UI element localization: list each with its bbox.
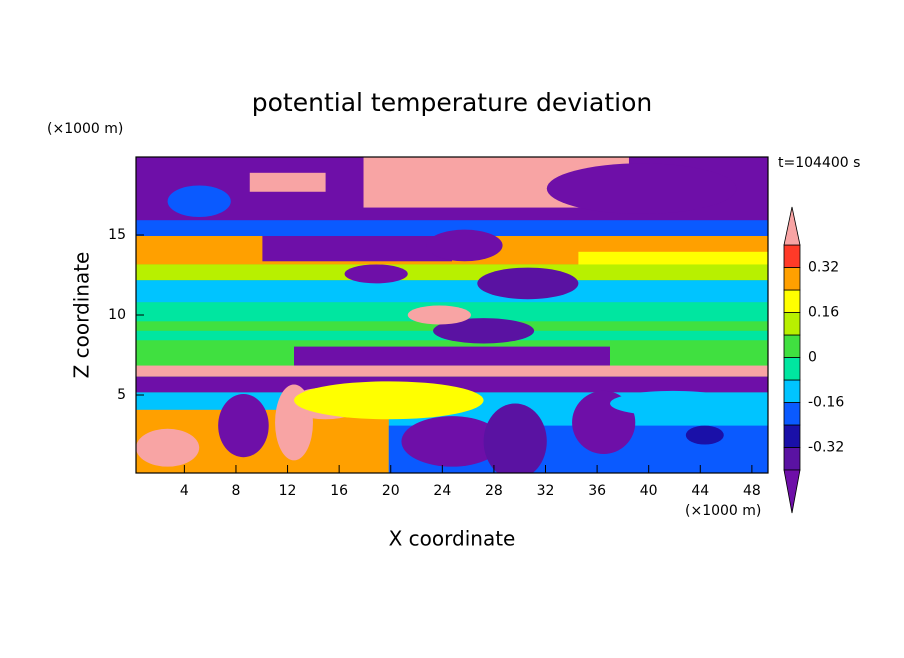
colorbar-box — [783, 334, 801, 358]
field-region — [578, 251, 768, 268]
field-blob — [426, 229, 503, 262]
colorbar-box — [783, 289, 801, 313]
x-axis-label: X coordinate — [389, 527, 516, 551]
field-region — [136, 280, 768, 303]
x-tick-label: 24 — [433, 483, 451, 499]
y-tick-label: 15 — [108, 227, 126, 243]
colorbar-box — [783, 402, 801, 426]
x-tick-label: 40 — [640, 483, 658, 499]
x-tick-label: 48 — [743, 483, 761, 499]
colorbar-label: 0 — [808, 350, 817, 366]
field-region — [262, 236, 452, 262]
x-tick-label: 16 — [330, 483, 348, 499]
contour-field — [136, 157, 768, 473]
colorbar-box — [783, 267, 801, 291]
colorbar-under — [783, 469, 801, 514]
field-blob — [483, 403, 547, 473]
field-region — [136, 264, 768, 281]
x-tick-label: 20 — [382, 483, 400, 499]
field-region — [136, 365, 768, 377]
y-tick-label: 5 — [117, 387, 126, 403]
field-blob — [344, 264, 408, 284]
y-unit: (×1000 m) — [47, 121, 123, 137]
field-blob — [685, 425, 724, 445]
x-tick-label: 32 — [537, 483, 555, 499]
field-blob — [167, 185, 231, 218]
chart-title: potential temperature deviation — [252, 88, 652, 117]
colorbar-box — [783, 447, 801, 471]
field-blob — [218, 394, 269, 458]
field-region — [249, 172, 326, 192]
x-tick-label: 36 — [588, 483, 606, 499]
x-tick-label: 4 — [180, 483, 189, 499]
field-blob — [433, 318, 535, 344]
x-tick-label: 12 — [279, 483, 297, 499]
x-tick-label: 8 — [231, 483, 240, 499]
colorbar-box — [783, 244, 801, 268]
field-blob — [477, 267, 579, 300]
field-blob — [401, 416, 503, 467]
colorbar-label: -0.32 — [808, 440, 844, 456]
colorbar-box — [783, 424, 801, 448]
colorbar-box — [783, 379, 801, 403]
x-tick-label: 28 — [485, 483, 503, 499]
y-tick-label: 10 — [108, 307, 126, 323]
time-annotation: t=104400 s — [778, 155, 860, 171]
field-blob — [136, 428, 200, 467]
x-unit: (×1000 m) — [685, 503, 761, 519]
field-blob — [546, 163, 737, 214]
colorbar-label: 0.16 — [808, 305, 839, 321]
field-blob — [610, 390, 737, 417]
field-blob — [407, 305, 471, 325]
x-tick-label: 44 — [691, 483, 709, 499]
colorbar-box — [783, 357, 801, 381]
colorbar-over — [783, 206, 801, 246]
field-region — [294, 346, 610, 366]
colorbar-label: -0.16 — [808, 395, 844, 411]
colorbar-label: 0.32 — [808, 260, 839, 276]
field-blob — [294, 381, 484, 420]
field-region — [136, 220, 768, 240]
y-axis-label: Z coordinate — [70, 252, 94, 379]
colorbar-box — [783, 312, 801, 336]
